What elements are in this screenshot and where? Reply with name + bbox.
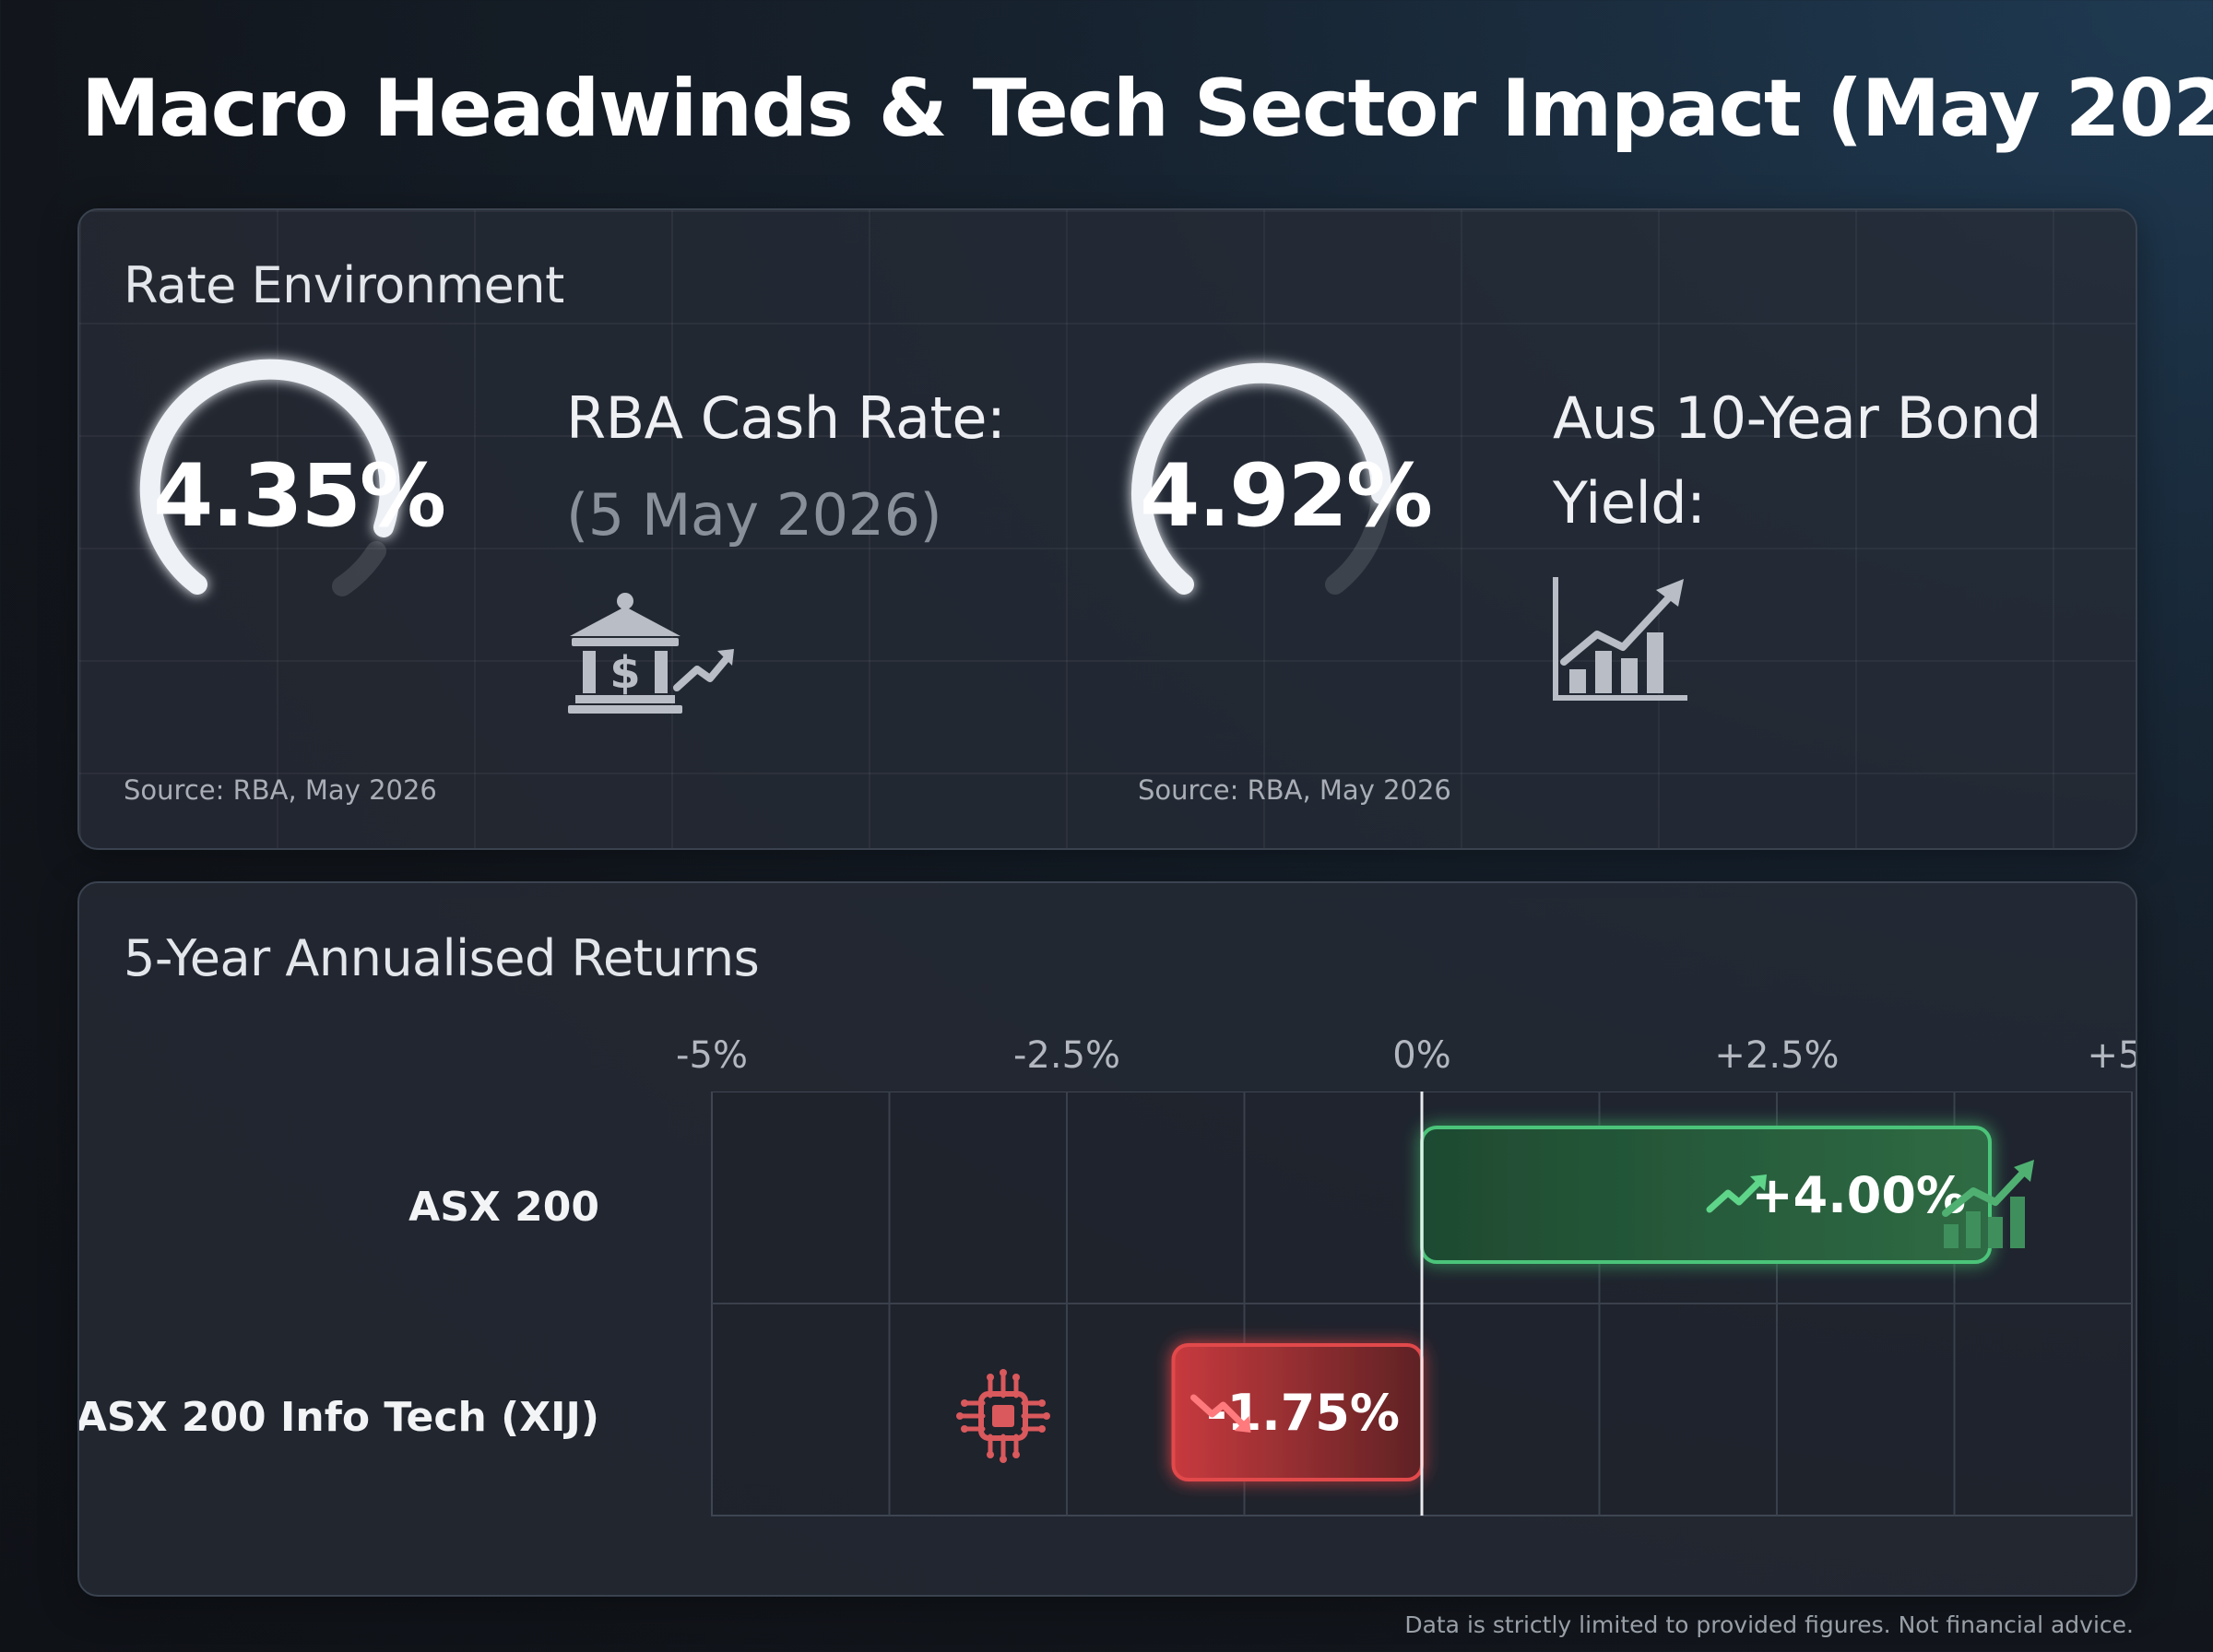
panel-grid-background bbox=[79, 210, 2136, 848]
returns-panel: 5-Year Annualised Returns -5% -2.5% 0% +2.5… bbox=[77, 881, 2137, 1597]
returns-panel-title: 5-Year Annualised Returns bbox=[124, 929, 760, 987]
rba-gauge-fill bbox=[139, 359, 400, 595]
bond-yield-label-line2: Yield: bbox=[1553, 469, 1706, 537]
bond-yield-label-line1: Aus 10-Year Bond bbox=[1553, 384, 2041, 452]
rba-cash-rate-label-text: RBA Cash Rate: bbox=[566, 384, 1006, 452]
trend-up-icon bbox=[1706, 1174, 1767, 1213]
x-tick-label: +2.5% bbox=[1714, 1034, 1840, 1077]
bond-yield-gauge: 4.92% bbox=[1131, 362, 1433, 629]
svg-text:$: $ bbox=[609, 647, 640, 699]
trend-down-icon bbox=[1190, 1394, 1251, 1433]
bar-asx200: +4.00% bbox=[1420, 1126, 1992, 1264]
rba-cash-rate-gauge: 4.35% bbox=[139, 359, 446, 629]
x-tick-label: -2.5% bbox=[1012, 1034, 1121, 1077]
category-label-xij: ASX 200 Info Tech (XIJ) bbox=[77, 1394, 599, 1441]
bond-gauge-remaining bbox=[1325, 484, 1391, 595]
category-label-asx200: ASX 200 bbox=[408, 1184, 599, 1231]
rba-gauge-remaining bbox=[332, 541, 386, 596]
x-tick-label: +5% bbox=[2087, 1034, 2136, 1077]
x-tick-label: 0% bbox=[1392, 1034, 1451, 1077]
page-title: Macro Headwinds & Tech Sector Impact (Ma… bbox=[81, 63, 2213, 155]
bar-value-label: +4.00% bbox=[1751, 1166, 1966, 1224]
x-tick-label: -5% bbox=[676, 1034, 748, 1077]
bar-value-label: -1.75% bbox=[1206, 1384, 1400, 1442]
rba-cash-rate-date: (5 May 2026) bbox=[566, 481, 942, 549]
growth-bars-icon bbox=[1940, 1160, 2036, 1250]
bar-xij: -1.75% bbox=[1171, 1343, 1424, 1481]
bond-gauge-arc bbox=[1131, 362, 1392, 595]
rate-panel-title: Rate Environment bbox=[124, 256, 564, 314]
rba-source: Source: RBA, May 2026 bbox=[124, 774, 437, 806]
rba-cash-rate-value: 4.35% bbox=[153, 446, 446, 547]
returns-bar-chart: +4.00% -1.75% bbox=[711, 1092, 2133, 1516]
rate-environment-panel: Rate Environment 4.35% RBA Cash Rate: (5… bbox=[77, 208, 2137, 850]
microchip-icon bbox=[955, 1368, 1051, 1464]
bond-gauge-fill bbox=[1131, 362, 1392, 595]
bond-source: Source: RBA, May 2026 bbox=[1138, 774, 1451, 806]
disclaimer-footer: Data is strictly limited to provided fig… bbox=[1404, 1611, 2134, 1638]
bank-dollar-icon: $ bbox=[562, 588, 734, 717]
rba-gauge-arc bbox=[139, 359, 400, 596]
bond-yield-value: 4.92% bbox=[1140, 446, 1433, 547]
rising-bar-chart-icon bbox=[1549, 573, 1689, 704]
